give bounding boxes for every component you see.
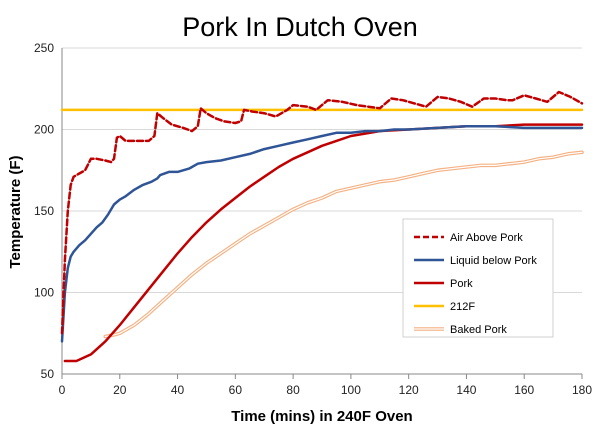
series-line-liquid-below-pork (60, 124, 584, 343)
legend-item-air-above-pork: Air Above Pork (414, 232, 523, 244)
x-tick-label-180: 180 (572, 383, 592, 397)
legend-item-liquid-below-pork: Liquid below Pork (414, 255, 537, 267)
x-tick-label-60: 60 (229, 383, 243, 397)
x-tick-label-160: 160 (514, 383, 534, 397)
legend-label-pork: Pork (450, 278, 473, 290)
y-tick-label-50: 50 (41, 367, 55, 381)
y-tick-label-100: 100 (34, 286, 54, 300)
series-baked-pork (103, 150, 584, 339)
y-tick-label-150: 150 (34, 204, 54, 218)
series-line-air-above-pork (60, 90, 584, 335)
x-tick-label-120: 120 (399, 383, 419, 397)
y-axis-label: Temperature (F) (7, 155, 24, 268)
x-tick-label-140: 140 (456, 383, 476, 397)
series-line-baked-pork-inner (104, 151, 583, 338)
x-tick-label-100: 100 (341, 383, 361, 397)
legend-item-pork: Pork (414, 278, 473, 290)
legend-item-baked-pork: Baked Pork (414, 324, 507, 336)
x-tick-label-40: 40 (171, 383, 185, 397)
x-tick-label-20: 20 (113, 383, 127, 397)
series-lines (60, 90, 584, 363)
series-liquid-below-pork (60, 124, 584, 343)
legend-label-212f: 212F (450, 301, 475, 313)
legend-label-liquid-below-pork: Liquid below Pork (450, 255, 537, 267)
x-axis-label: Time (mins) in 240F Oven (231, 408, 412, 425)
x-tick-label-0: 0 (59, 383, 66, 397)
x-tick-label-80: 80 (286, 383, 300, 397)
legend-label-air-above-pork: Air Above Pork (450, 232, 523, 244)
tick-labels: 50 100 150 200 250 0 20 40 60 80 100 120 140 160 180 (34, 41, 592, 397)
legend-label-baked-pork: Baked Pork (450, 324, 507, 336)
chart-title: Pork In Dutch Oven (182, 12, 418, 42)
legend-box (402, 218, 554, 338)
y-tick-label-250: 250 (34, 41, 54, 55)
legend: Air Above Pork Liquid below Pork Pork 212F B… (402, 218, 554, 338)
y-tick-label-200: 200 (34, 123, 54, 137)
legend-item-212f: 212F (414, 301, 475, 313)
series-air-above-pork (60, 90, 584, 335)
